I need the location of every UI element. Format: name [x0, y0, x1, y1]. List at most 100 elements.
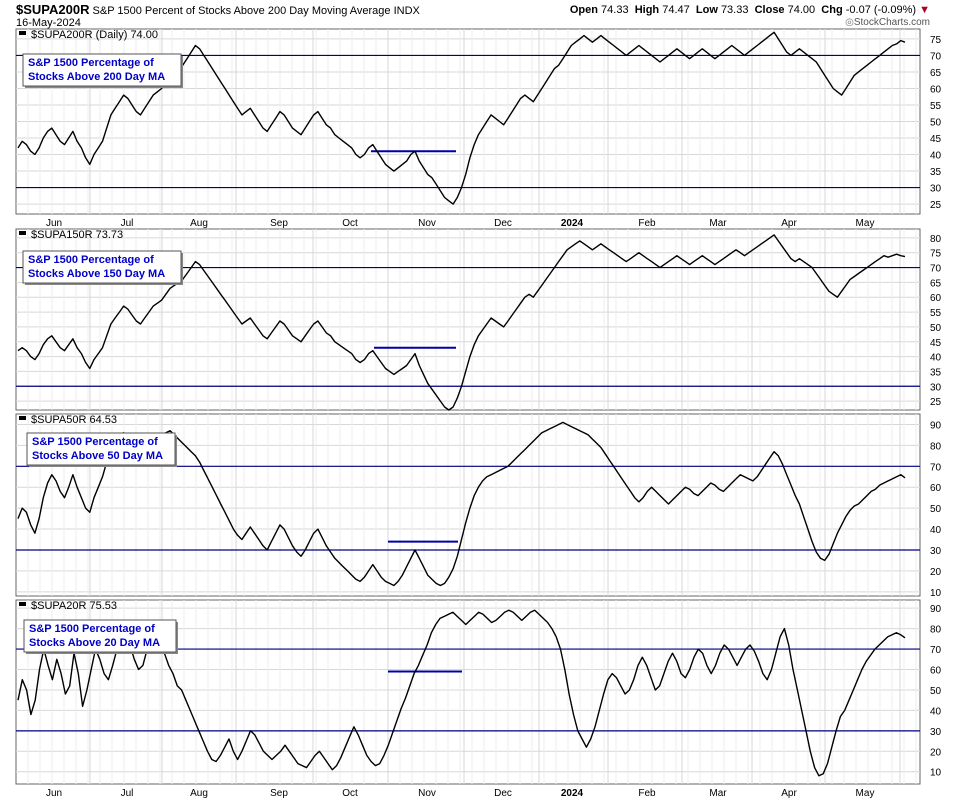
y-tick-label: 70	[930, 51, 942, 62]
annotation-text-line1: S&P 1500 Percentage of	[28, 254, 154, 266]
y-tick-label: 65	[930, 68, 942, 79]
legend-swatch	[19, 602, 26, 606]
y-tick-label: 55	[930, 101, 942, 112]
annotation-text-line1: S&P 1500 Percentage of	[28, 57, 154, 69]
y-tick-label: 35	[930, 167, 942, 178]
y-tick-label: 65	[930, 278, 942, 289]
x-tick-label: Oct	[342, 218, 358, 229]
y-tick-label: 25	[930, 200, 942, 211]
y-tick-label: 70	[930, 264, 942, 275]
y-tick-label: 40	[930, 353, 942, 364]
close-value: 74.00	[787, 4, 816, 16]
x-tick-label: Nov	[418, 218, 436, 229]
x-tick-label: Dec	[494, 218, 512, 229]
y-tick-label: 90	[930, 420, 942, 431]
x-tick-label: May	[856, 218, 875, 229]
chart-header: $SUPA200R S&P 1500 Percent of Stocks Abo…	[16, 2, 930, 17]
annotation-text-line1: S&P 1500 Percentage of	[32, 436, 158, 448]
x-tick-label: Aug	[190, 218, 208, 229]
y-tick-label: 30	[930, 184, 942, 195]
chg-value: -0.07 (-0.09%)	[845, 4, 917, 16]
annotation-box	[26, 432, 176, 466]
y-tick-label: 30	[930, 546, 942, 557]
y-tick-label: 20	[930, 747, 942, 758]
y-tick-label: 45	[930, 134, 942, 145]
y-tick-label: 40	[930, 706, 942, 717]
ohlc-readout: Open 74.33 High 74.47 Low 73.33 Close 74…	[570, 4, 930, 16]
high-label: High	[634, 4, 660, 16]
y-tick-label: 80	[930, 234, 942, 245]
annotation-box	[23, 619, 177, 653]
x-tick-label: Nov	[418, 788, 436, 799]
chart-date: 16-May-2024	[16, 17, 81, 29]
y-tick-label: 80	[930, 441, 942, 452]
y-tick-label: 55	[930, 308, 942, 319]
x-tick-label: Sep	[270, 788, 288, 799]
stockcharts-logo-icon: ◎	[845, 17, 854, 28]
y-tick-label: 70	[930, 645, 942, 656]
y-tick-label: 35	[930, 367, 942, 378]
y-tick-label: 90	[930, 604, 942, 615]
panel-title: $SUPA200R (Daily) 74.00	[31, 29, 158, 41]
low-value: 73.33	[720, 4, 749, 16]
annotation-box	[22, 250, 182, 284]
x-tick-label: Mar	[709, 788, 727, 799]
x-tick-label: Jul	[121, 788, 134, 799]
y-tick-label: 50	[930, 686, 942, 697]
series-line	[17, 234, 906, 411]
x-tick-label: Jul	[121, 218, 134, 229]
y-tick-label: 80	[930, 625, 942, 636]
annotation-text-line1: S&P 1500 Percentage of	[29, 623, 155, 635]
y-tick-label: 60	[930, 483, 942, 494]
y-tick-label: 75	[930, 35, 942, 46]
x-tick-label: May	[856, 788, 875, 799]
down-arrow-icon: ▼	[919, 4, 930, 16]
x-tick-label: Aug	[190, 788, 208, 799]
brand-watermark: ◎StockCharts.com	[845, 17, 930, 28]
annotation-text-line2: Stocks Above 200 Day MA	[28, 71, 165, 83]
y-tick-label: 25	[930, 397, 942, 408]
x-tick-label: Mar	[709, 218, 727, 229]
y-tick-label: 75	[930, 249, 942, 260]
x-tick-label: Dec	[494, 788, 512, 799]
panel-title: $SUPA20R 75.53	[31, 600, 117, 612]
panel-title: $SUPA50R 64.53	[31, 414, 117, 426]
y-tick-label: 40	[930, 525, 942, 536]
close-label: Close	[754, 4, 785, 16]
low-label: Low	[695, 4, 718, 16]
chart-subheader: 16-May-2024 ◎StockCharts.com	[16, 17, 930, 29]
y-tick-label: 60	[930, 84, 942, 95]
series-line	[17, 609, 906, 777]
exchange-label: INDX	[393, 5, 420, 17]
brand-text: StockCharts.com	[853, 17, 930, 28]
legend-swatch	[19, 31, 26, 35]
y-tick-label: 45	[930, 338, 942, 349]
x-tick-label: Feb	[638, 218, 656, 229]
annotation-text-line2: Stocks Above 20 Day MA	[29, 637, 160, 649]
x-tick-label: Jun	[46, 788, 62, 799]
ticker-symbol: $SUPA200R	[16, 2, 90, 17]
y-tick-label: 60	[930, 666, 942, 677]
y-tick-label: 20	[930, 567, 942, 578]
legend-swatch	[19, 231, 26, 235]
x-tick-label: Sep	[270, 218, 288, 229]
open-value: 74.33	[601, 4, 629, 16]
chg-label: Chg	[821, 4, 843, 16]
x-tick-label: Apr	[781, 218, 797, 229]
y-tick-label: 30	[930, 727, 942, 738]
y-tick-label: 10	[930, 768, 942, 779]
open-label: Open	[569, 4, 598, 16]
annotation-text-line2: Stocks Above 150 Day MA	[28, 268, 165, 280]
x-tick-label: Feb	[638, 788, 656, 799]
chart-description: S&P 1500 Percent of Stocks Above 200 Day…	[92, 5, 391, 17]
annotation-box	[22, 53, 182, 87]
y-tick-label: 10	[930, 588, 942, 599]
high-value: 74.47	[662, 4, 690, 16]
y-tick-label: 70	[930, 462, 942, 473]
y-tick-label: 50	[930, 504, 942, 515]
y-tick-label: 30	[930, 382, 942, 393]
x-tick-label: 2024	[561, 218, 584, 229]
x-tick-label: 2024	[561, 788, 584, 799]
x-tick-label: Jun	[46, 218, 62, 229]
